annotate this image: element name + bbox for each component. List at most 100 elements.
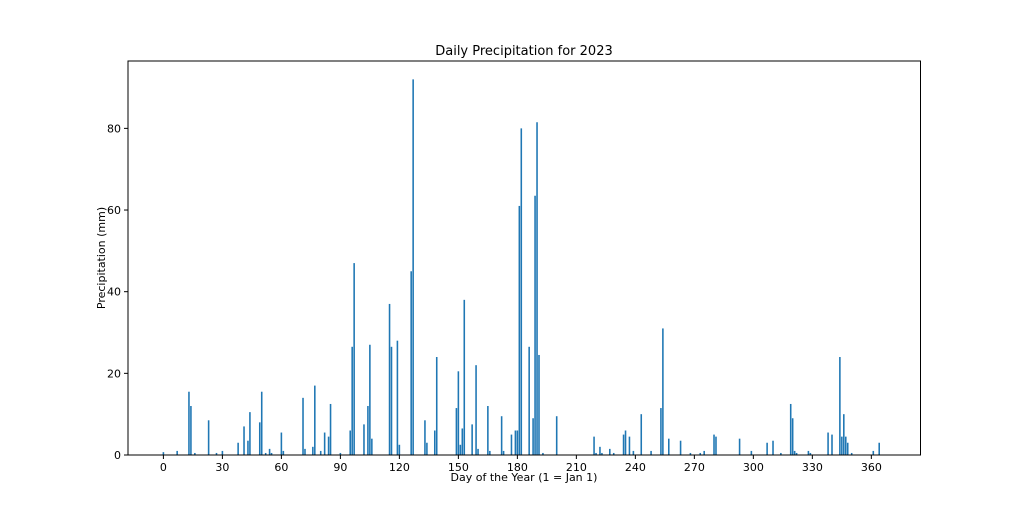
- bar-day-227: [609, 448, 611, 455]
- x-tick-label: 270: [684, 461, 705, 474]
- bar-day-152: [461, 428, 464, 455]
- bar-day-219: [593, 436, 595, 455]
- bar-day-319: [789, 403, 792, 455]
- bar-day-60: [280, 432, 283, 455]
- bar-day-97: [353, 263, 355, 455]
- bar-day-150: [457, 371, 460, 455]
- bar-day-200: [555, 416, 558, 455]
- bar-day-299: [750, 450, 753, 455]
- bar-day-41: [243, 426, 245, 455]
- bar-day-95: [349, 430, 351, 455]
- bar-day-229: [612, 452, 615, 455]
- bar-day-165: [487, 406, 489, 455]
- bar-day-344: [839, 357, 841, 455]
- y-tick-label: 0: [114, 449, 121, 462]
- bar-day-310: [772, 440, 774, 455]
- x-tick-label: 210: [566, 461, 587, 474]
- bar-day-189: [534, 195, 536, 456]
- bar-day-254: [662, 328, 664, 455]
- bar-day-180: [516, 430, 519, 455]
- bar-day-166: [489, 450, 491, 455]
- x-tick-label: 300: [743, 461, 764, 474]
- bar-day-159: [475, 365, 477, 455]
- bar-day-191: [538, 354, 540, 455]
- bar-day-16: [194, 452, 196, 455]
- bar-day-321: [793, 450, 796, 455]
- bar-day-186: [528, 346, 530, 455]
- bar-day-293: [738, 438, 741, 455]
- bar-day-43: [247, 440, 249, 455]
- bar-day-220: [595, 452, 597, 455]
- bar-day-223: [601, 452, 603, 455]
- y-axis-label: Precipitation (mm): [95, 207, 108, 309]
- bar-day-49: [258, 422, 261, 455]
- x-tick-label: 330: [802, 461, 823, 474]
- bar-day-235: [624, 430, 627, 455]
- bar-day-345: [841, 436, 843, 455]
- plot-frame: [127, 60, 921, 456]
- x-axis-ticks: 0 30 60 90 120 150 180 210 240 270 300 330 360: [160, 455, 882, 474]
- bar-day-106: [371, 438, 373, 455]
- y-tick-label: 20: [107, 367, 121, 380]
- bar-day-127: [412, 79, 414, 456]
- bar-day-27: [215, 452, 218, 455]
- bar-day-177: [510, 434, 513, 455]
- y-tick-label: 80: [107, 122, 121, 135]
- bar-day-71: [302, 397, 304, 455]
- x-tick-label: 30: [215, 461, 229, 474]
- y-tick-label: 60: [107, 204, 121, 217]
- bar-day-151: [459, 444, 462, 455]
- bar-day-0: [162, 452, 165, 455]
- bar-day-243: [640, 414, 643, 455]
- bar-day-90: [339, 452, 342, 455]
- x-tick-label: 90: [333, 461, 347, 474]
- bar-day-268: [689, 452, 692, 455]
- bar-day-253: [660, 408, 662, 455]
- bar-day-328: [807, 450, 810, 455]
- x-tick-label: 150: [448, 461, 469, 474]
- bar-day-104: [367, 406, 369, 455]
- bar-day-350: [850, 452, 853, 455]
- bar-day-329: [809, 452, 812, 455]
- bar-day-281: [715, 436, 717, 455]
- bar-day-134: [426, 442, 428, 455]
- x-tick-label: 360: [861, 461, 882, 474]
- bar-day-55: [270, 452, 273, 455]
- bar-day-80: [319, 450, 322, 455]
- y-axis-ticks: 0 20 40 60 80: [107, 122, 128, 462]
- bar-day-173: [502, 450, 505, 455]
- bar-day-84: [327, 436, 330, 455]
- bar-day-361: [872, 450, 875, 455]
- bar-day-96: [351, 346, 353, 455]
- bar-day-105: [369, 344, 371, 455]
- x-tick-label: 0: [160, 461, 167, 474]
- bar-day-133: [424, 420, 426, 455]
- bar-day-23: [207, 420, 210, 455]
- bar-day-182: [520, 128, 523, 455]
- bar-day-116: [390, 346, 393, 455]
- bar-day-364: [878, 442, 880, 455]
- bar-day-76: [312, 446, 314, 455]
- bar-day-157: [471, 424, 473, 455]
- bar-day-239: [632, 450, 635, 455]
- bar-day-273: [699, 452, 702, 455]
- x-tick-label: 120: [389, 461, 410, 474]
- bar-day-120: [398, 444, 401, 455]
- bar-day-50: [260, 391, 263, 455]
- bar-day-237: [628, 436, 631, 455]
- bar-day-222: [599, 446, 601, 455]
- bar-day-30: [221, 450, 224, 455]
- bar-day-138: [433, 430, 436, 455]
- bar-day-139: [435, 357, 438, 455]
- bar-day-181: [518, 205, 521, 455]
- bar-day-320: [791, 418, 794, 455]
- bar-day-160: [477, 448, 479, 455]
- bar-day-54: [268, 448, 271, 455]
- bar-day-44: [249, 412, 251, 455]
- bar-day-234: [622, 434, 625, 455]
- bar-day-347: [844, 436, 847, 455]
- chart-title: Daily Precipitation for 2023: [435, 44, 613, 59]
- bar-day-52: [264, 452, 267, 455]
- bar-day-82: [323, 432, 326, 455]
- y-tick-label: 40: [107, 286, 121, 299]
